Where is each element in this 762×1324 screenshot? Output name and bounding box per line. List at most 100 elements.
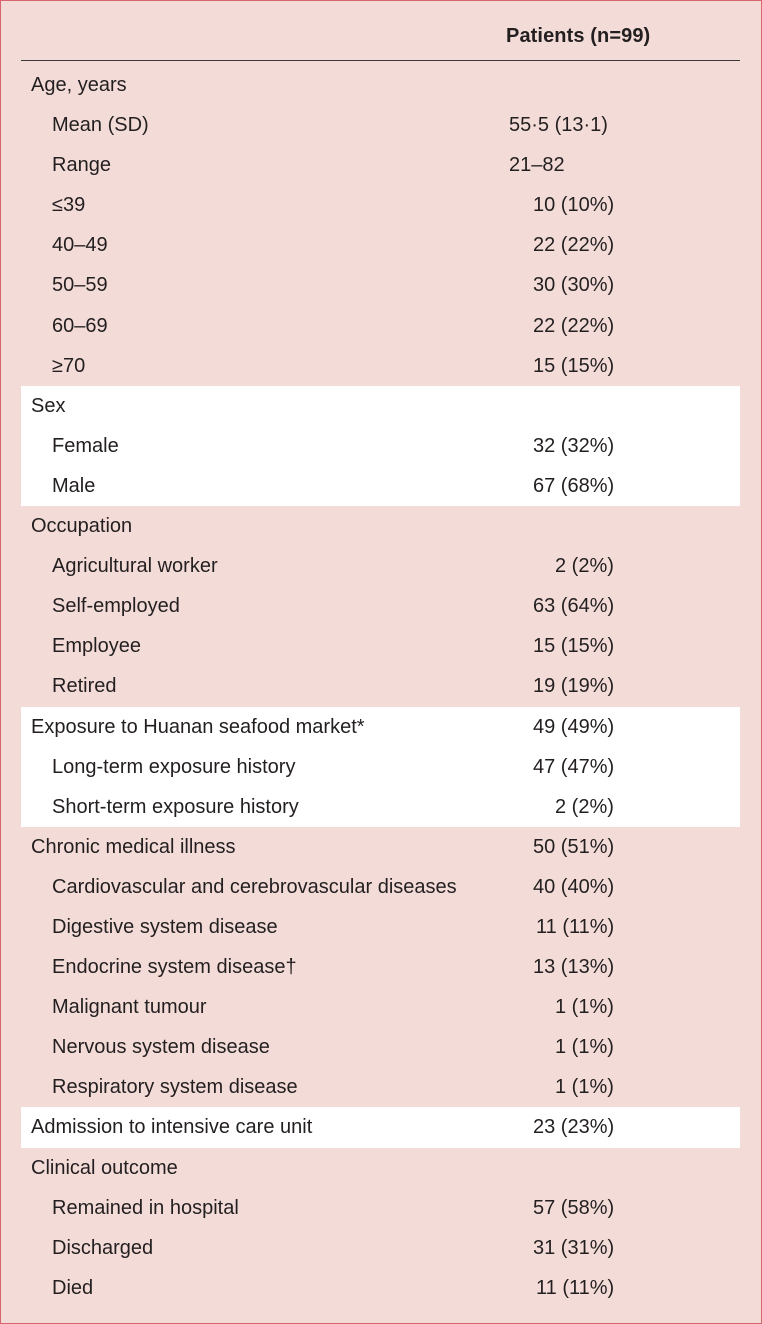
table-subrow: Remained in hospital 57 (58%) [21,1188,740,1228]
row-value: 23 (23%) [533,1116,615,1139]
row-label: Male [52,474,96,497]
table-section-heading: Occupation [21,506,740,546]
row-value: 19 (19%) [533,675,615,698]
row-label: Cardiovascular and cerebrovascular disea… [52,875,457,898]
table-header: Patients (n=99) [21,1,740,61]
column-header-patients: Patients (n=99) [506,25,651,47]
row-label: Exposure to Huanan seafood market* [31,715,365,738]
table-subrow: Short-term exposure history 2 (2%) [21,787,740,827]
table-subrow: Died 11 (11%) [21,1268,740,1308]
table-subrow: ≤39 10 (10%) [21,185,740,225]
row-value: 21–82 [509,154,565,177]
table-subrow: Digestive system disease 11 (11%) [21,907,740,947]
table-subrow: 40–49 22 (22%) [21,225,740,265]
table-section: Sex Female 32 (32%) Male 67 (68%) [21,385,740,507]
table-subrow: Respiratory system disease 1 (1%) [21,1067,740,1107]
row-label: Chronic medical illness [31,835,236,858]
row-label: Agricultural worker [52,555,218,578]
table-section: Exposure to Huanan seafood market* 49 (49… [21,706,740,827]
table-subrow: Endocrine system disease† 13 (13%) [21,947,740,987]
row-label: Female [52,434,119,457]
table-subrow: Employee 15 (15%) [21,626,740,666]
row-value: 63 (64%) [533,595,615,618]
table-subrow: 60–69 22 (22%) [21,306,740,346]
row-value: 1 (1%) [555,996,614,1019]
row-label: Range [52,154,111,177]
table-subrow: Nervous system disease 1 (1%) [21,1027,740,1067]
table-subrow: Discharged 31 (31%) [21,1228,740,1268]
row-label: Mean (SD) [52,114,149,137]
row-value: 1 (1%) [555,1076,614,1099]
table-subrow: 50–59 30 (30%) [21,265,740,305]
row-label: Clinical outcome [31,1156,178,1179]
table-subrow: Female 32 (32%) [21,426,740,466]
row-value: 13 (13%) [533,956,615,979]
row-label: Occupation [31,515,133,538]
table-subrow: Self-employed 63 (64%) [21,586,740,626]
table-section-heading: Admission to intensive care unit 23 (23%) [21,1107,740,1147]
table-section-heading: Clinical outcome [21,1148,740,1188]
row-value: 11 (11%) [536,1276,615,1299]
row-value: 67 (68%) [533,474,615,497]
row-label: Employee [52,635,141,658]
row-value: 22 (22%) [533,234,615,257]
row-value: 57 (58%) [533,1196,615,1219]
table-subrow: Male 67 (68%) [21,466,740,506]
row-label: Respiratory system disease [52,1076,298,1099]
table-section-heading: Sex [21,386,740,426]
table-subrow: Retired 19 (19%) [21,666,740,706]
row-value: 32 (32%) [533,434,615,457]
table-subrow: Range 21–82 [21,145,740,185]
row-label: Remained in hospital [52,1196,239,1219]
table-section: Clinical outcome Remained in hospital 57 (… [21,1148,740,1308]
row-label: Long-term exposure history [52,755,296,778]
row-value: 30 (30%) [533,274,615,297]
row-label: Short-term exposure history [52,795,299,818]
table-section: Admission to intensive care unit 23 (23%) [21,1107,740,1148]
row-value: 55·5 (13·1) [509,114,608,137]
table-subrow: Mean (SD) 55·5 (13·1) [21,105,740,145]
row-label: Nervous system disease [52,1036,270,1059]
table-subrow: Malignant tumour 1 (1%) [21,987,740,1027]
row-label: Sex [31,394,66,417]
row-label: ≤39 [52,194,86,217]
row-value: 31 (31%) [533,1236,615,1259]
table-section: Occupation Agricultural worker 2 (2%) Self-… [21,506,740,706]
row-value: 15 (15%) [533,354,615,377]
row-value: 11 (11%) [536,915,615,938]
row-label: 40–49 [52,234,108,257]
row-label: Malignant tumour [52,996,207,1019]
row-label: Digestive system disease [52,915,278,938]
table-subrow: Long-term exposure history 47 (47%) [21,747,740,787]
row-label: 60–69 [52,314,108,337]
row-value: 22 (22%) [533,314,615,337]
row-value: 49 (49%) [533,715,615,738]
row-value: 2 (2%) [555,795,614,818]
row-value: 47 (47%) [533,755,615,778]
row-label: Retired [52,675,117,698]
row-value: 40 (40%) [533,875,615,898]
row-value: 2 (2%) [555,555,614,578]
table-subrow: Agricultural worker 2 (2%) [21,546,740,586]
row-label: 50–59 [52,274,108,297]
table-subrow: ≥70 15 (15%) [21,346,740,386]
row-label: Died [52,1276,94,1299]
table-section-heading: Age, years [21,65,740,105]
row-label: Age, years [31,74,127,96]
row-value: 1 (1%) [555,1036,614,1059]
row-value: 10 (10%) [533,194,615,217]
row-label: Discharged [52,1236,154,1259]
table-section-heading: Chronic medical illness 50 (51%) [21,827,740,867]
row-label: Endocrine system disease† [52,956,297,979]
row-label: ≥70 [52,354,86,377]
row-label: Self-employed [52,595,180,618]
table-section: Age, years Mean (SD) 55·5 (13·1) Range 21–82… [21,65,740,386]
table-subrow: Cardiovascular and cerebrovascular disea… [21,867,740,907]
table-section: Chronic medical illness 50 (51%) Cardiovas… [21,827,740,1108]
characteristics-table: Age, years Mean (SD) 55·5 (13·1) Range 21–82… [21,65,740,1308]
row-value: 50 (51%) [533,835,615,858]
table-section-heading: Exposure to Huanan seafood market* 49 (49… [21,707,740,747]
row-value: 15 (15%) [533,635,615,658]
row-label: Admission to intensive care unit [31,1116,313,1139]
